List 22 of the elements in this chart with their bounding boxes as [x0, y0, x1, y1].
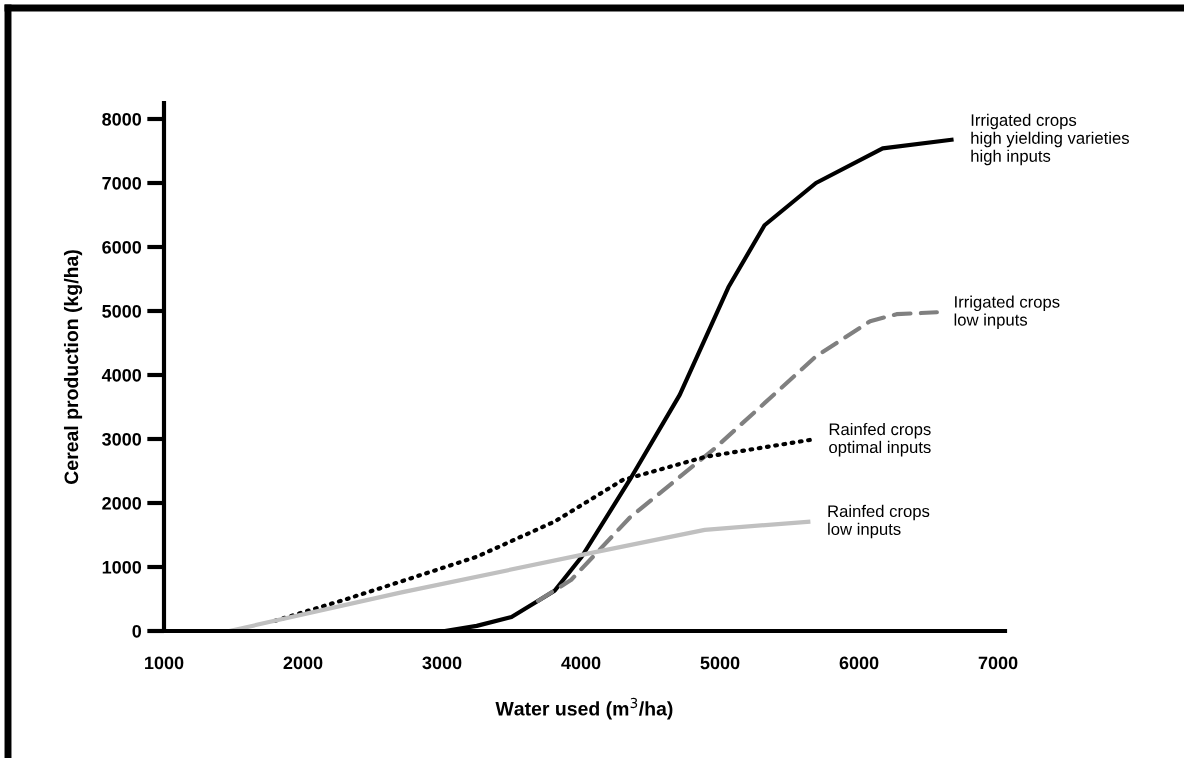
- y-tick-label: 8000: [102, 112, 142, 126]
- x-tick-label: 3000: [422, 656, 462, 670]
- y-tick-label: 2000: [102, 496, 142, 510]
- x-tick-label: 5000: [700, 656, 740, 670]
- x-tick-label: 1000: [145, 656, 184, 670]
- series-label: Irrigated crops low inputs: [954, 295, 1060, 330]
- y-axis-title: Cereal production (kg/ha): [63, 250, 83, 484]
- y-tick-label: 6000: [102, 240, 142, 254]
- series-label: Rainfed crops low inputs: [828, 504, 930, 539]
- y-tick-label: 1000: [102, 560, 142, 574]
- series-label: Irrigated crops high yielding varieties high inputs: [971, 113, 1129, 166]
- y-tick-label: 0: [132, 624, 142, 638]
- x-tick-label: 6000: [839, 656, 879, 670]
- x-tick-label: 2000: [283, 656, 323, 670]
- series-label: Rainfed crops optimal inputs: [829, 422, 931, 457]
- y-tick-label: 4000: [101, 368, 142, 382]
- x-tick-label: 4000: [561, 656, 601, 670]
- x-tick-label: 7000: [978, 656, 1018, 670]
- y-tick-label: 7000: [102, 176, 142, 190]
- y-tick-label: 5000: [102, 304, 142, 318]
- y-tick-label: 3000: [102, 432, 142, 446]
- x-axis-title: Water used (m$^{3}$/ha): [495, 697, 673, 720]
